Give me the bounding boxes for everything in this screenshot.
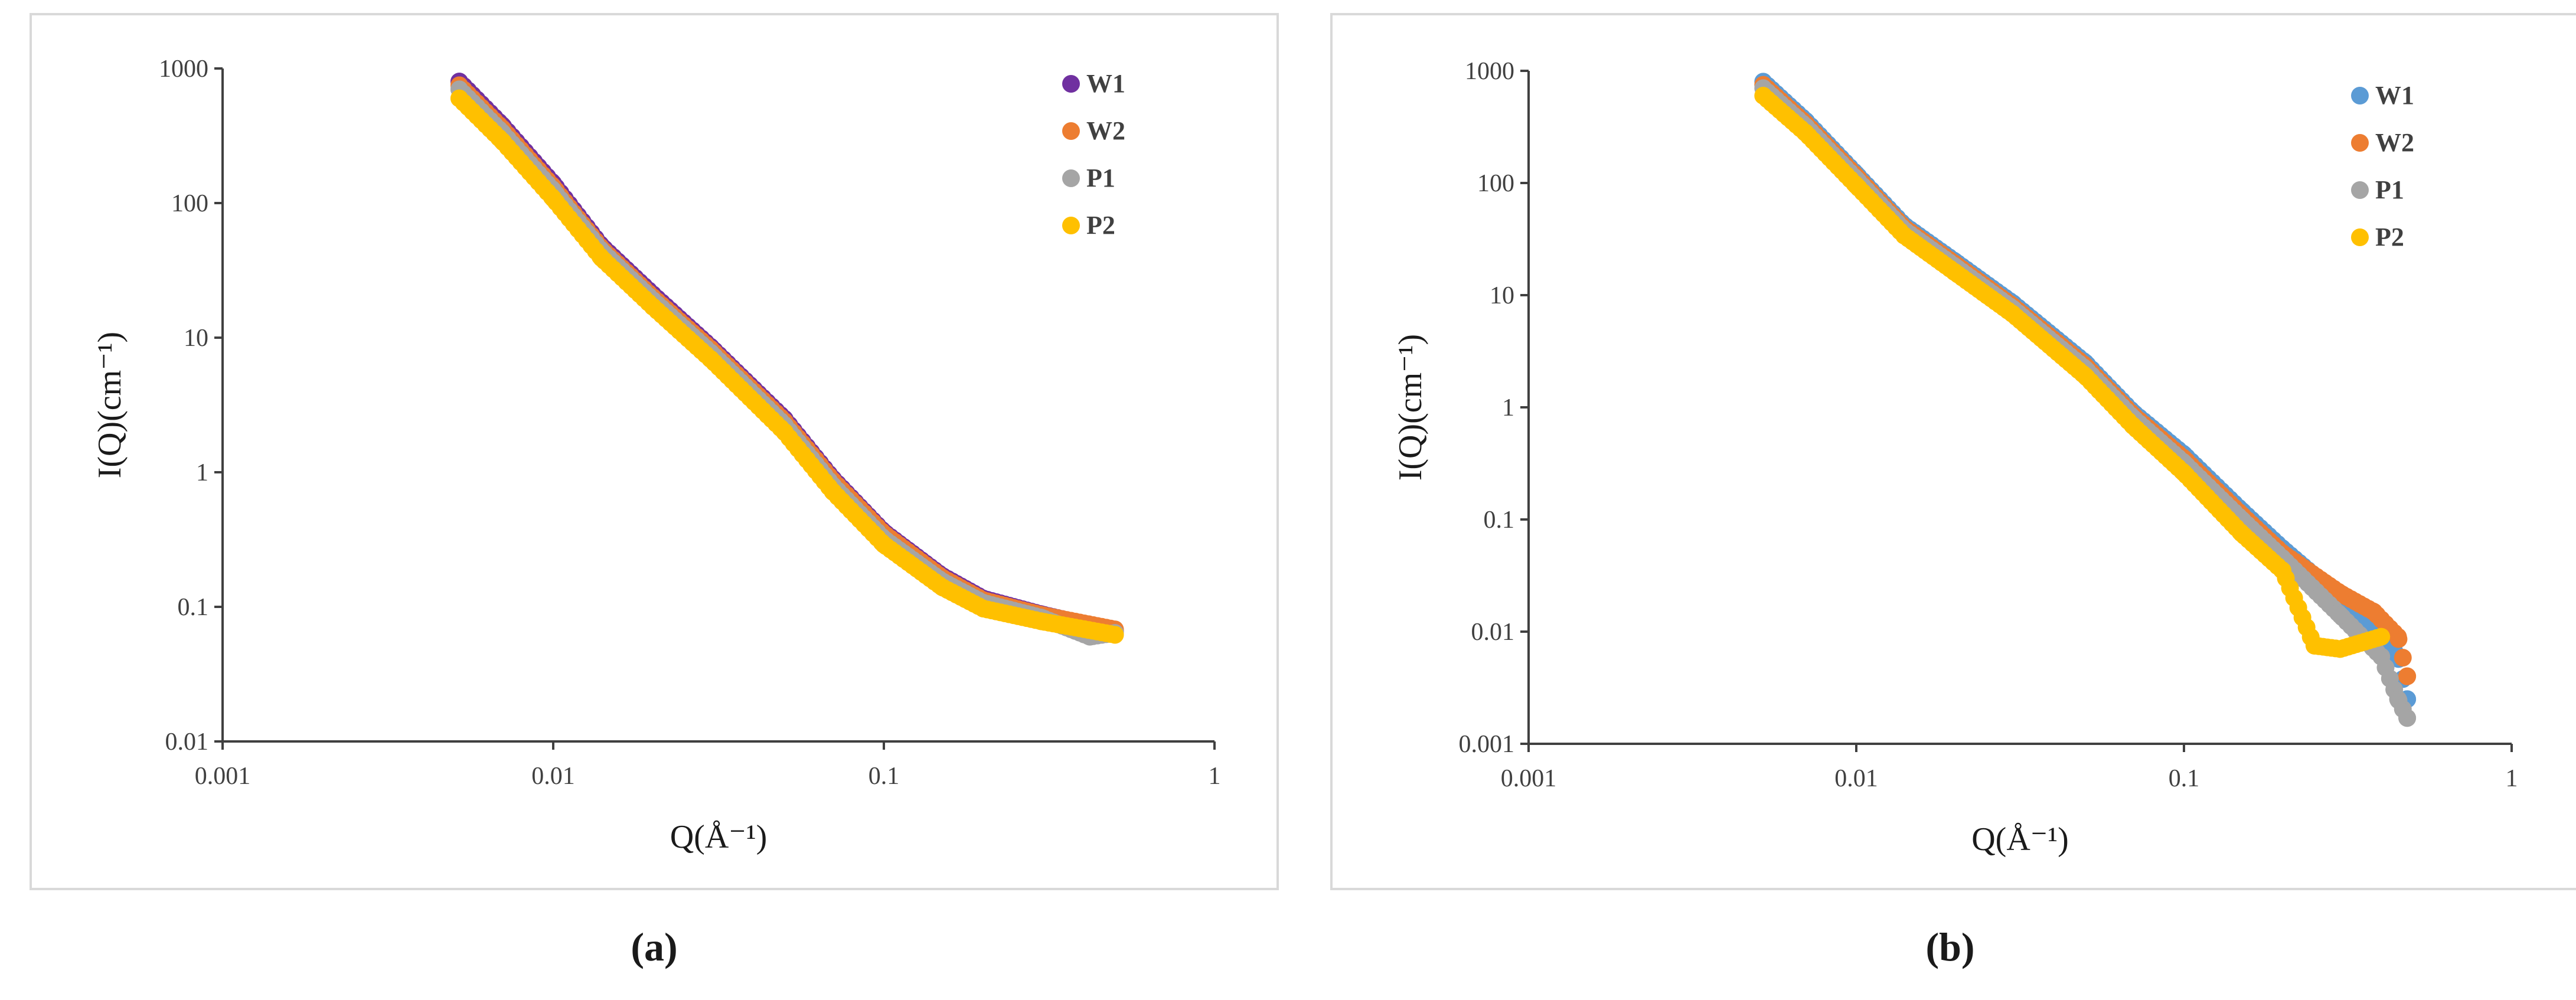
data-point	[2331, 640, 2349, 658]
y-tick-label: 10	[1490, 282, 1514, 309]
x-tick-label: 0.01	[1834, 765, 1878, 792]
data-point	[644, 298, 662, 316]
data-point	[2003, 305, 2022, 323]
data-point	[2274, 561, 2292, 580]
y-tick-label: 0.001	[1459, 731, 1515, 758]
data-point	[544, 189, 562, 208]
legend-label-w1: W1	[2375, 81, 2414, 110]
y-tick-label: 0.01	[1471, 619, 1515, 646]
data-point	[2232, 524, 2251, 543]
x-tick-label: 1	[2506, 765, 2518, 792]
legend-label-p2: P2	[1086, 211, 1115, 240]
data-point	[1033, 612, 1051, 630]
y-tick-label: 100	[1477, 170, 1514, 197]
data-point	[2389, 628, 2407, 646]
y-tick-label: 0.1	[1484, 506, 1515, 534]
data-point	[2076, 367, 2094, 385]
y-axis-title: I(Q)(cm⁻¹)	[1392, 334, 1429, 481]
data-point	[2398, 709, 2417, 727]
y-tick-label: 10	[184, 325, 208, 352]
legend-marker-p2	[1062, 217, 1080, 234]
y-axis-title: I(Q)(cm⁻¹)	[92, 332, 128, 478]
data-point	[1946, 263, 1964, 282]
data-point	[824, 482, 842, 501]
series-p2	[1754, 87, 2391, 658]
y-tick-label: 1000	[1465, 58, 1514, 85]
legend-label-p1: P1	[1086, 164, 1115, 192]
legend-label-p2: P2	[2375, 223, 2404, 251]
caption-b: (b)	[1925, 924, 1975, 969]
y-tick-label: 0.1	[178, 594, 209, 621]
data-point	[2305, 636, 2323, 655]
data-point	[493, 132, 511, 150]
data-point	[450, 89, 468, 107]
data-point	[2389, 690, 2407, 708]
data-point	[2365, 603, 2383, 621]
series-p1	[450, 80, 1124, 646]
x-tick-label: 0.001	[1501, 765, 1557, 792]
legend-marker-w1	[2351, 87, 2369, 104]
legend-label-w2: W2	[2375, 128, 2414, 157]
legend-label-p1: P1	[2375, 175, 2404, 204]
x-tick-label: 0.01	[531, 763, 575, 790]
data-point	[2331, 606, 2349, 625]
series-w2	[450, 76, 1124, 639]
x-tick-label: 0.001	[195, 763, 251, 790]
data-point	[2398, 667, 2417, 685]
caption-a: (a)	[631, 924, 678, 969]
y-tick-label: 1	[1502, 394, 1514, 421]
x-tick-label: 0.1	[869, 763, 900, 790]
data-point	[2394, 649, 2412, 667]
data-point	[974, 600, 992, 618]
data-point	[2331, 584, 2349, 602]
y-tick-label: 0.01	[165, 728, 209, 756]
x-tick-label: 1	[1209, 763, 1221, 790]
chart-a: 0.01 0.1 1 10 100 1000 0.001 0.01 0.1 1 Q(Å⁻¹) I(Q)…	[92, 55, 1221, 855]
series-w1	[450, 73, 1124, 640]
legend-marker-p1	[2351, 181, 2369, 199]
chart-panel-b: 0.001 0.01 0.1 1 10 100 1000 0.001 0.01 0.1 1 Q(Å⁻¹…	[1330, 13, 2576, 890]
x-axis-title: Q(Å⁻¹)	[1971, 821, 2069, 858]
data-point	[2175, 464, 2193, 482]
legend-marker-w1	[1062, 75, 1080, 93]
data-point	[1106, 626, 1124, 644]
data-point	[2372, 628, 2391, 646]
legend-label-w1: W1	[1086, 69, 1125, 98]
data-point	[1754, 87, 1772, 105]
legend-marker-p2	[2351, 228, 2369, 246]
legend-label-w2: W2	[1086, 116, 1125, 145]
data-point	[875, 535, 893, 554]
legend-marker-p1	[1062, 169, 1080, 187]
data-point	[702, 350, 720, 368]
data-point	[1895, 227, 1914, 245]
legend-marker-w2	[1062, 122, 1080, 140]
data-point	[2124, 417, 2143, 435]
y-tick-label: 1000	[159, 55, 208, 83]
x-tick-label: 0.1	[2169, 765, 2200, 792]
data-point	[933, 578, 951, 596]
y-tick-label: 100	[171, 190, 208, 217]
x-axis-title: Q(Å⁻¹)	[670, 819, 768, 855]
data-point	[775, 423, 794, 441]
chart-b: 0.001 0.01 0.1 1 10 100 1000 0.001 0.01 0.1 1 Q(Å⁻¹…	[1392, 58, 2518, 858]
series-p2	[450, 89, 1124, 644]
y-tick-label: 1	[196, 459, 208, 486]
data-point	[1797, 124, 1815, 142]
data-point	[592, 249, 610, 267]
chart-panel-a: 0.01 0.1 1 10 100 1000 0.001 0.01 0.1 1 Q(Å⁻¹) I(Q)…	[30, 13, 1279, 890]
data-point	[1847, 177, 1865, 195]
data-point	[2372, 648, 2391, 666]
legend-marker-w2	[2351, 134, 2369, 152]
